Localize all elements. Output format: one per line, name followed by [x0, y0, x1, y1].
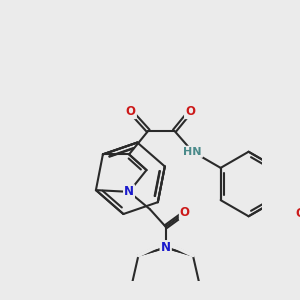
- Text: O: O: [295, 207, 300, 220]
- Text: O: O: [185, 105, 195, 118]
- Text: N: N: [161, 241, 171, 254]
- Text: N: N: [124, 185, 134, 198]
- Text: O: O: [185, 105, 195, 118]
- Text: HN: HN: [184, 147, 202, 157]
- Text: O: O: [126, 105, 136, 118]
- Text: N: N: [124, 185, 134, 198]
- Text: O: O: [180, 206, 190, 219]
- Text: O: O: [180, 206, 190, 219]
- Text: N: N: [161, 241, 171, 254]
- Text: O: O: [126, 105, 136, 118]
- Text: HN: HN: [184, 147, 202, 157]
- Text: O: O: [295, 207, 300, 220]
